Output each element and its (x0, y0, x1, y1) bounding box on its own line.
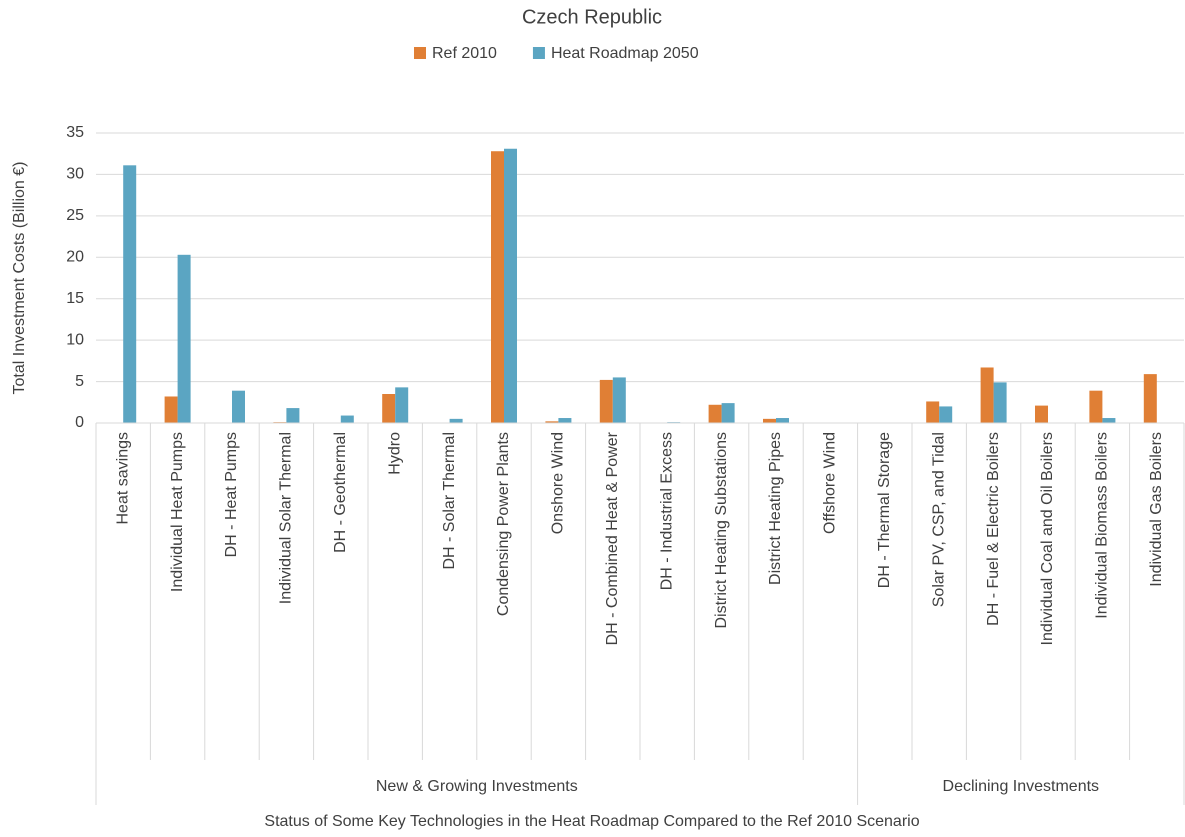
x-tick-label: DH - Heat Pumps (223, 432, 240, 557)
bar (164, 396, 178, 423)
bar (939, 406, 953, 423)
x-tick-label: Individual Heat Pumps (169, 432, 186, 592)
bar (708, 404, 722, 423)
x-tick-label: Heat savings (114, 432, 131, 525)
group-label: New & Growing Investments (376, 778, 578, 795)
y-tick-label: 30 (66, 166, 84, 183)
bar (926, 401, 940, 423)
x-tick-label: District Heating Substations (713, 432, 730, 629)
y-tick-label: 5 (75, 373, 84, 390)
x-tick-label: Onshore Wind (550, 432, 567, 534)
bar (763, 418, 776, 423)
y-axis-title: Total Investment Costs (Billion €) (11, 162, 28, 395)
legend-label: Ref 2010 (432, 45, 497, 62)
x-tick-label: Individual Biomass Boilers (1094, 432, 1111, 619)
bar (1143, 374, 1157, 423)
x-tick-label: Solar PV, CSP, and Tidal (930, 432, 947, 607)
bar (123, 165, 137, 424)
y-tick-label: 15 (66, 290, 84, 307)
x-tick-label: Condensing Power Plants (495, 432, 512, 616)
legend-swatch (532, 47, 545, 59)
bar (980, 367, 994, 423)
bar (776, 418, 789, 423)
x-tick-label: Individual Solar Thermal (278, 432, 295, 604)
x-tick-label: Individual Coal and Oil Boilers (1039, 432, 1056, 645)
y-tick-label: 10 (66, 331, 84, 348)
x-tick-label: Hydro (386, 432, 403, 475)
x-tick-label: DH - Fuel & Electric Boilers (985, 432, 1002, 626)
bar (340, 415, 354, 423)
y-tick-label: 25 (66, 207, 84, 224)
bar (721, 403, 735, 423)
bar (491, 151, 504, 423)
x-tick-label: Offshore Wind (822, 432, 839, 534)
bar (286, 408, 300, 423)
x-tick-label: DH - Industrial Excess (658, 432, 675, 590)
x-tick-label: DH - Geothermal (332, 432, 349, 553)
bar (599, 379, 613, 423)
group-label: Declining Investments (943, 778, 1100, 795)
x-axis-title: Status of Some Key Technologies in the H… (264, 813, 919, 830)
legend-swatch (414, 47, 426, 59)
bar (177, 254, 191, 423)
bar (1102, 418, 1116, 423)
x-tick-label: Individual Gas Boilers (1148, 432, 1165, 587)
bar (993, 382, 1007, 423)
x-tick-label: DH - Solar Thermal (441, 432, 458, 570)
x-tick-label: District Heating Pipes (767, 432, 784, 585)
bar (1089, 390, 1103, 423)
bar (395, 387, 409, 423)
y-tick-label: 0 (75, 414, 84, 431)
y-tick-label: 20 (66, 249, 84, 266)
bar (382, 394, 396, 423)
bar (612, 377, 626, 423)
bar (449, 418, 463, 423)
legend-label: Heat Roadmap 2050 (551, 45, 699, 62)
x-tick-label: DH - Combined Heat & Power (604, 431, 621, 645)
chart-title: Czech Republic (522, 6, 662, 28)
x-tick-label: DH - Thermal Storage (876, 432, 893, 588)
bar (232, 390, 245, 423)
bar (545, 421, 559, 423)
bar (504, 148, 517, 423)
y-tick-label: 35 (66, 124, 84, 141)
bar (1035, 405, 1048, 423)
bar (558, 418, 572, 423)
